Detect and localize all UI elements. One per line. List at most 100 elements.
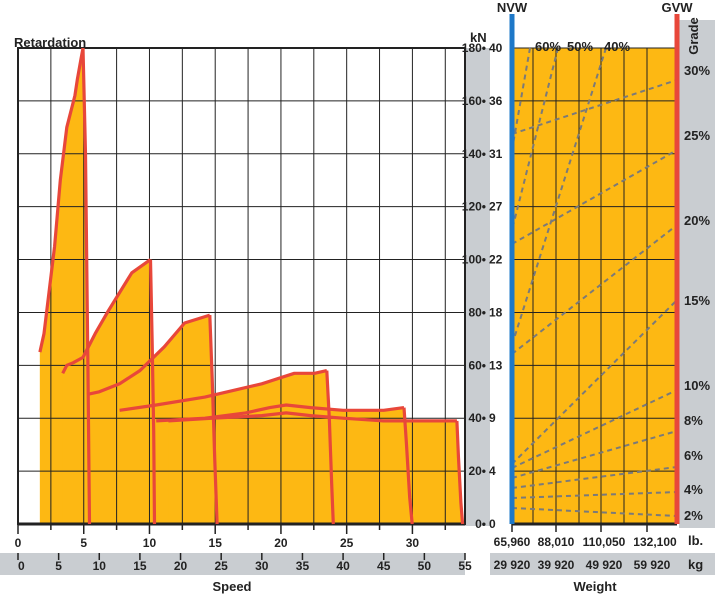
kmh-tick-label: 35 (296, 559, 310, 573)
gear-1-curve (38, 47, 85, 353)
grade-panel-fill (512, 48, 677, 524)
retardation-label: Retardation (14, 35, 86, 50)
grade-tick-label: 30% (684, 63, 710, 78)
gvw-label: GVW (661, 0, 693, 15)
grade-tick-label: 6% (684, 448, 703, 463)
weight-lb-tick-labels: 65,960 88,010 110,050 132,100 (494, 524, 677, 549)
grade-tick-label: 10% (684, 378, 710, 393)
lb-tick-label: 110,050 (583, 535, 626, 549)
grade-dashed-line (511, 430, 678, 479)
kn-tick-label: 18 (489, 305, 503, 319)
kn-tick-label: 0 (489, 517, 496, 531)
kmh-tick-label: 45 (377, 559, 391, 573)
grade-dashed-lines (511, 47, 678, 517)
kmh-tick-label: 10 (93, 559, 107, 573)
nvw-label: NVW (497, 0, 528, 15)
speed-mph-tick-labels: 0 5 10 15 20 25 30 (15, 524, 447, 550)
grade-axis-band (679, 20, 715, 528)
retardation-tick-label: 0• (475, 517, 486, 531)
kn-tick-label: 9 (489, 411, 496, 425)
kn-tick-label: 40 (489, 41, 503, 55)
mph-tick-label: 30 (406, 536, 420, 550)
mph-tick-label: 5 (80, 536, 87, 550)
gear-3-curve (86, 313, 211, 396)
kg-tick-label: 29 920 (494, 558, 531, 572)
grade-dashed-line (511, 79, 678, 135)
mph-tick-label: 0 (15, 536, 22, 550)
mph-tick-label: 15 (209, 536, 223, 550)
mph-tick-label: 20 (274, 536, 288, 550)
kmh-tick-label: 5 (55, 559, 62, 573)
kmh-tick-label: 55 (458, 559, 472, 573)
kg-tick-label: 49 920 (586, 558, 623, 572)
kmh-tick-label: 30 (255, 559, 269, 573)
grade-tick-label: 2% (684, 508, 703, 523)
kn-tick-label: 27 (489, 200, 503, 214)
gear-5-speed-limit-line (402, 407, 414, 525)
lb-tick-label: 88,010 (538, 535, 575, 549)
gear-6-curve (168, 411, 457, 423)
lb-tick-label: 132,100 (633, 535, 677, 549)
grade-dashed-line (511, 47, 607, 346)
weight-axis-title: Weight (573, 579, 617, 594)
retardation-curves (38, 47, 465, 525)
kn-tick-label: 4 (489, 464, 496, 478)
mph-tick-label: 10 (143, 536, 157, 550)
grade-top-label: 40% (604, 39, 630, 54)
grade-tick-label: 8% (684, 413, 703, 428)
gear-4-speed-limit-line (325, 370, 335, 525)
retardation-tick-label: 60• (468, 358, 486, 372)
gear-6-speed-limit-line (455, 420, 465, 525)
kmh-tick-label: 0 (18, 559, 25, 573)
grade-dashed-line (511, 491, 678, 499)
gear-1-speed-limit-line (81, 47, 92, 525)
grade-top-labels: 60% 50% 40% (535, 39, 630, 54)
grade-dashed-line (511, 47, 559, 231)
kg-tick-label: 59 920 (634, 558, 671, 572)
gear-3-speed-limit-line (208, 315, 219, 525)
lb-tick-label: 65,960 (494, 535, 531, 549)
weight-kg-tick-labels: 29 920 39 920 49 920 59 920 (494, 558, 671, 572)
grade-top-label: 60% (535, 39, 561, 54)
kn-unit-label: kN (470, 30, 487, 45)
retardation-tick-label: 100• (462, 253, 486, 267)
grade-dashed-line (511, 389, 678, 469)
retardation-tick-label: 80• (468, 305, 486, 319)
retardation-tick-label: 180• (462, 41, 486, 55)
grade-dashed-line (511, 299, 678, 465)
grade-dashed-line (511, 224, 678, 355)
grade-dashed-line (511, 507, 678, 517)
grade-tick-label: 4% (684, 482, 703, 497)
kn-tick-label: 13 (489, 358, 503, 372)
grade-tick-labels: 2% 4% 6% 8% 10% 15% 20% 25% 30% (684, 63, 710, 523)
retardation-tick-label: 160• (462, 94, 486, 108)
kmh-tick-label: 50 (418, 559, 432, 573)
retardation-tick-label: 20• (468, 464, 486, 478)
kmh-tick-label: 40 (336, 559, 350, 573)
kmh-tick-label: 20 (174, 559, 188, 573)
grade-dashed-line (511, 149, 678, 245)
grade-top-label: 50% (567, 39, 593, 54)
retardation-tick-label: 140• (462, 147, 486, 161)
grade-tick-label: 25% (684, 128, 710, 143)
grade-tick-label: 15% (684, 293, 710, 308)
retardation-grid (17, 47, 466, 526)
gear-2-speed-limit-line (148, 259, 157, 525)
speed-kmh-tick-labels: 0 5 10 15 20 25 30 35 40 45 50 55 (17, 553, 472, 573)
lb-unit-label: lb. (688, 533, 703, 548)
gear-4-curve (119, 369, 328, 412)
mph-tick-label: 25 (340, 536, 354, 550)
grade-tick-label: 20% (684, 213, 710, 228)
kn-tick-label: 36 (489, 94, 503, 108)
kn-axis-band (465, 48, 490, 526)
gear-6-fill (168, 412, 463, 524)
retardation-fill-area (39, 48, 463, 524)
kmh-tick-label: 15 (133, 559, 147, 573)
speed-kmh-band (0, 553, 465, 575)
retardation-tick-labels: 0• 20• 40• 60• 80• 100• 120• 140• 160• 180• (462, 41, 486, 531)
retardation-tick-label: 40• (468, 411, 486, 425)
retardation-tick-label: 120• (462, 200, 486, 214)
weight-kg-band (490, 553, 715, 575)
grade-dashed-line (511, 466, 678, 489)
